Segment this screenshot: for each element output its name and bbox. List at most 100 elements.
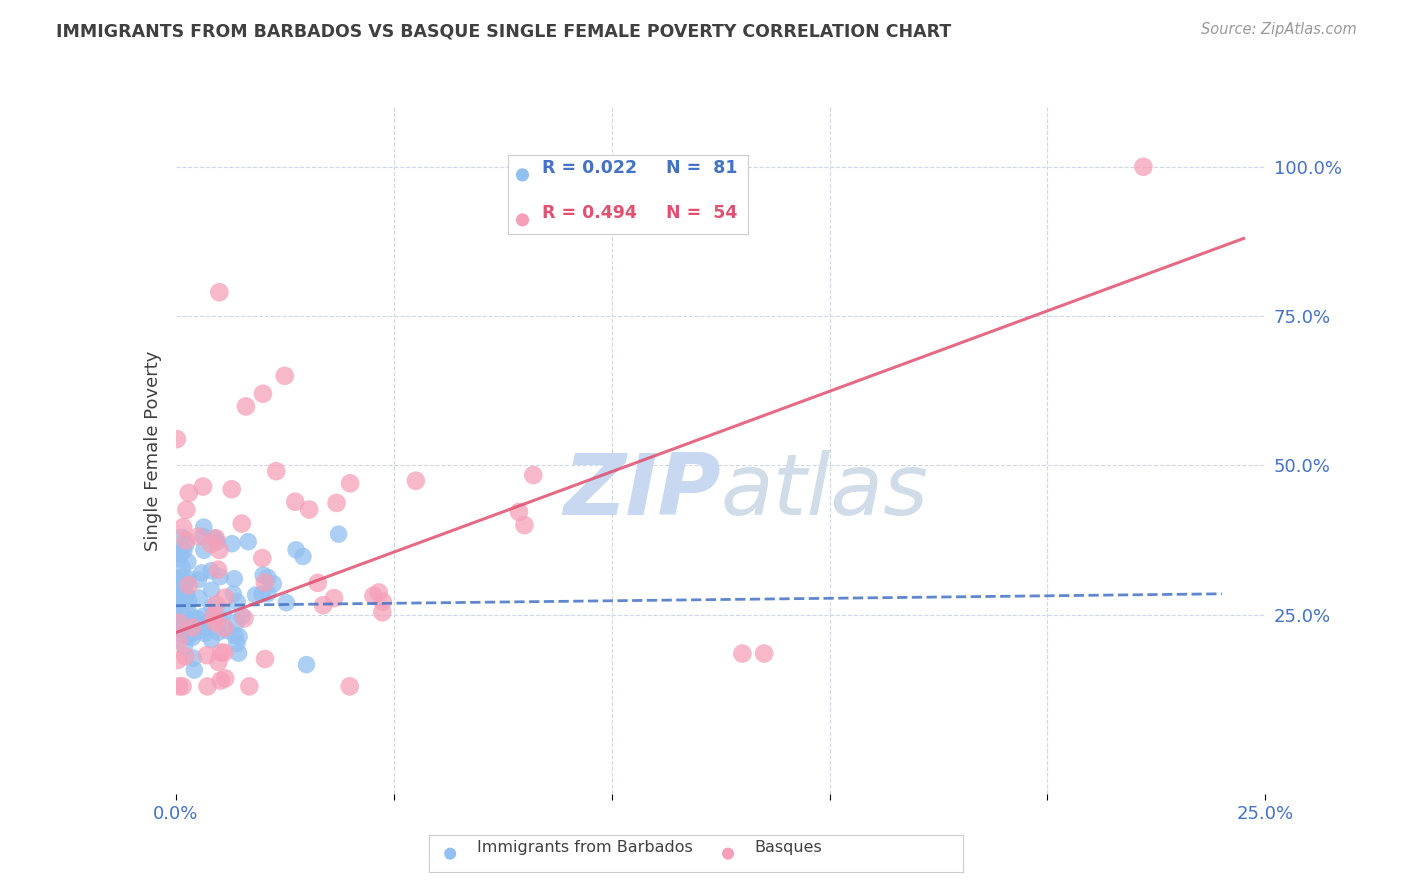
Point [235,400,257,414]
Point [172,679,194,693]
Point [717,847,740,861]
Point [201,599,224,614]
Point [204,531,226,545]
Text: Source: ZipAtlas.com: Source: ZipAtlas.com [1201,22,1357,37]
Point [371,605,394,619]
Point [166,576,188,591]
Point [250,587,273,601]
Point [193,520,215,534]
Point [167,552,190,566]
Point [181,620,204,634]
Point [167,615,190,630]
Y-axis label: Single Female Poverty: Single Female Poverty [143,351,162,550]
Point [194,626,217,640]
Point [208,570,231,584]
Point [177,578,200,592]
Point [276,596,298,610]
Point [512,213,534,227]
Point [166,572,188,586]
Point [212,606,235,620]
Point [298,502,321,516]
Point [224,628,246,642]
Point [204,615,226,629]
Point [323,591,346,605]
Text: N =  81: N = 81 [666,160,738,178]
Point [176,588,198,602]
Point [188,591,211,605]
Point [167,679,190,693]
Point [205,598,228,612]
Point [222,587,245,601]
Point [512,168,534,182]
Point [307,575,329,590]
Point [193,543,215,558]
Point [238,679,260,693]
Point [170,589,193,603]
Point [173,544,195,558]
Point [339,476,361,491]
Point [291,549,314,564]
Point [231,609,253,624]
Point [177,594,200,608]
Point [200,537,222,551]
Point [166,432,188,446]
Point [183,611,205,625]
Point [405,474,427,488]
Point [170,530,193,544]
Point [195,648,218,662]
Point [225,637,247,651]
Point [190,566,212,580]
Point [191,479,214,493]
Point [522,468,544,483]
Point [508,505,530,519]
Point [167,592,190,607]
Point [202,609,225,624]
Point [188,614,211,628]
Point [174,580,197,594]
Text: R = 0.494: R = 0.494 [541,204,637,222]
Point [274,368,297,383]
Text: atlas: atlas [721,450,928,533]
Point [208,285,231,300]
Point [252,568,274,582]
Point [207,655,229,669]
Point [173,591,195,605]
Point [264,464,287,478]
Point [167,545,190,559]
Point [176,502,198,516]
Point [165,609,187,624]
Point [754,647,776,661]
Point [257,586,280,600]
Point [166,592,188,607]
Point [165,608,187,623]
Point [191,529,214,543]
Point [208,543,231,558]
Point [181,651,204,665]
Point [177,486,200,500]
Point [328,527,350,541]
Point [174,533,197,548]
Point [173,592,195,607]
Point [731,647,754,661]
Point [170,560,193,574]
Point [173,608,195,623]
Point [262,577,284,591]
Point [174,537,197,551]
Point [172,520,194,534]
Point [212,646,235,660]
Point [253,575,276,590]
Point [231,516,253,531]
Point [193,609,215,624]
Point [252,551,274,566]
Text: Immigrants from Barbados: Immigrants from Barbados [477,840,693,855]
Point [228,630,250,644]
Point [190,624,212,638]
Point [214,672,236,686]
Text: N =  54: N = 54 [666,204,738,222]
Point [187,529,209,543]
Point [177,555,200,569]
Point [209,646,232,660]
Point [339,679,361,693]
Point [439,847,461,861]
Point [187,613,209,627]
